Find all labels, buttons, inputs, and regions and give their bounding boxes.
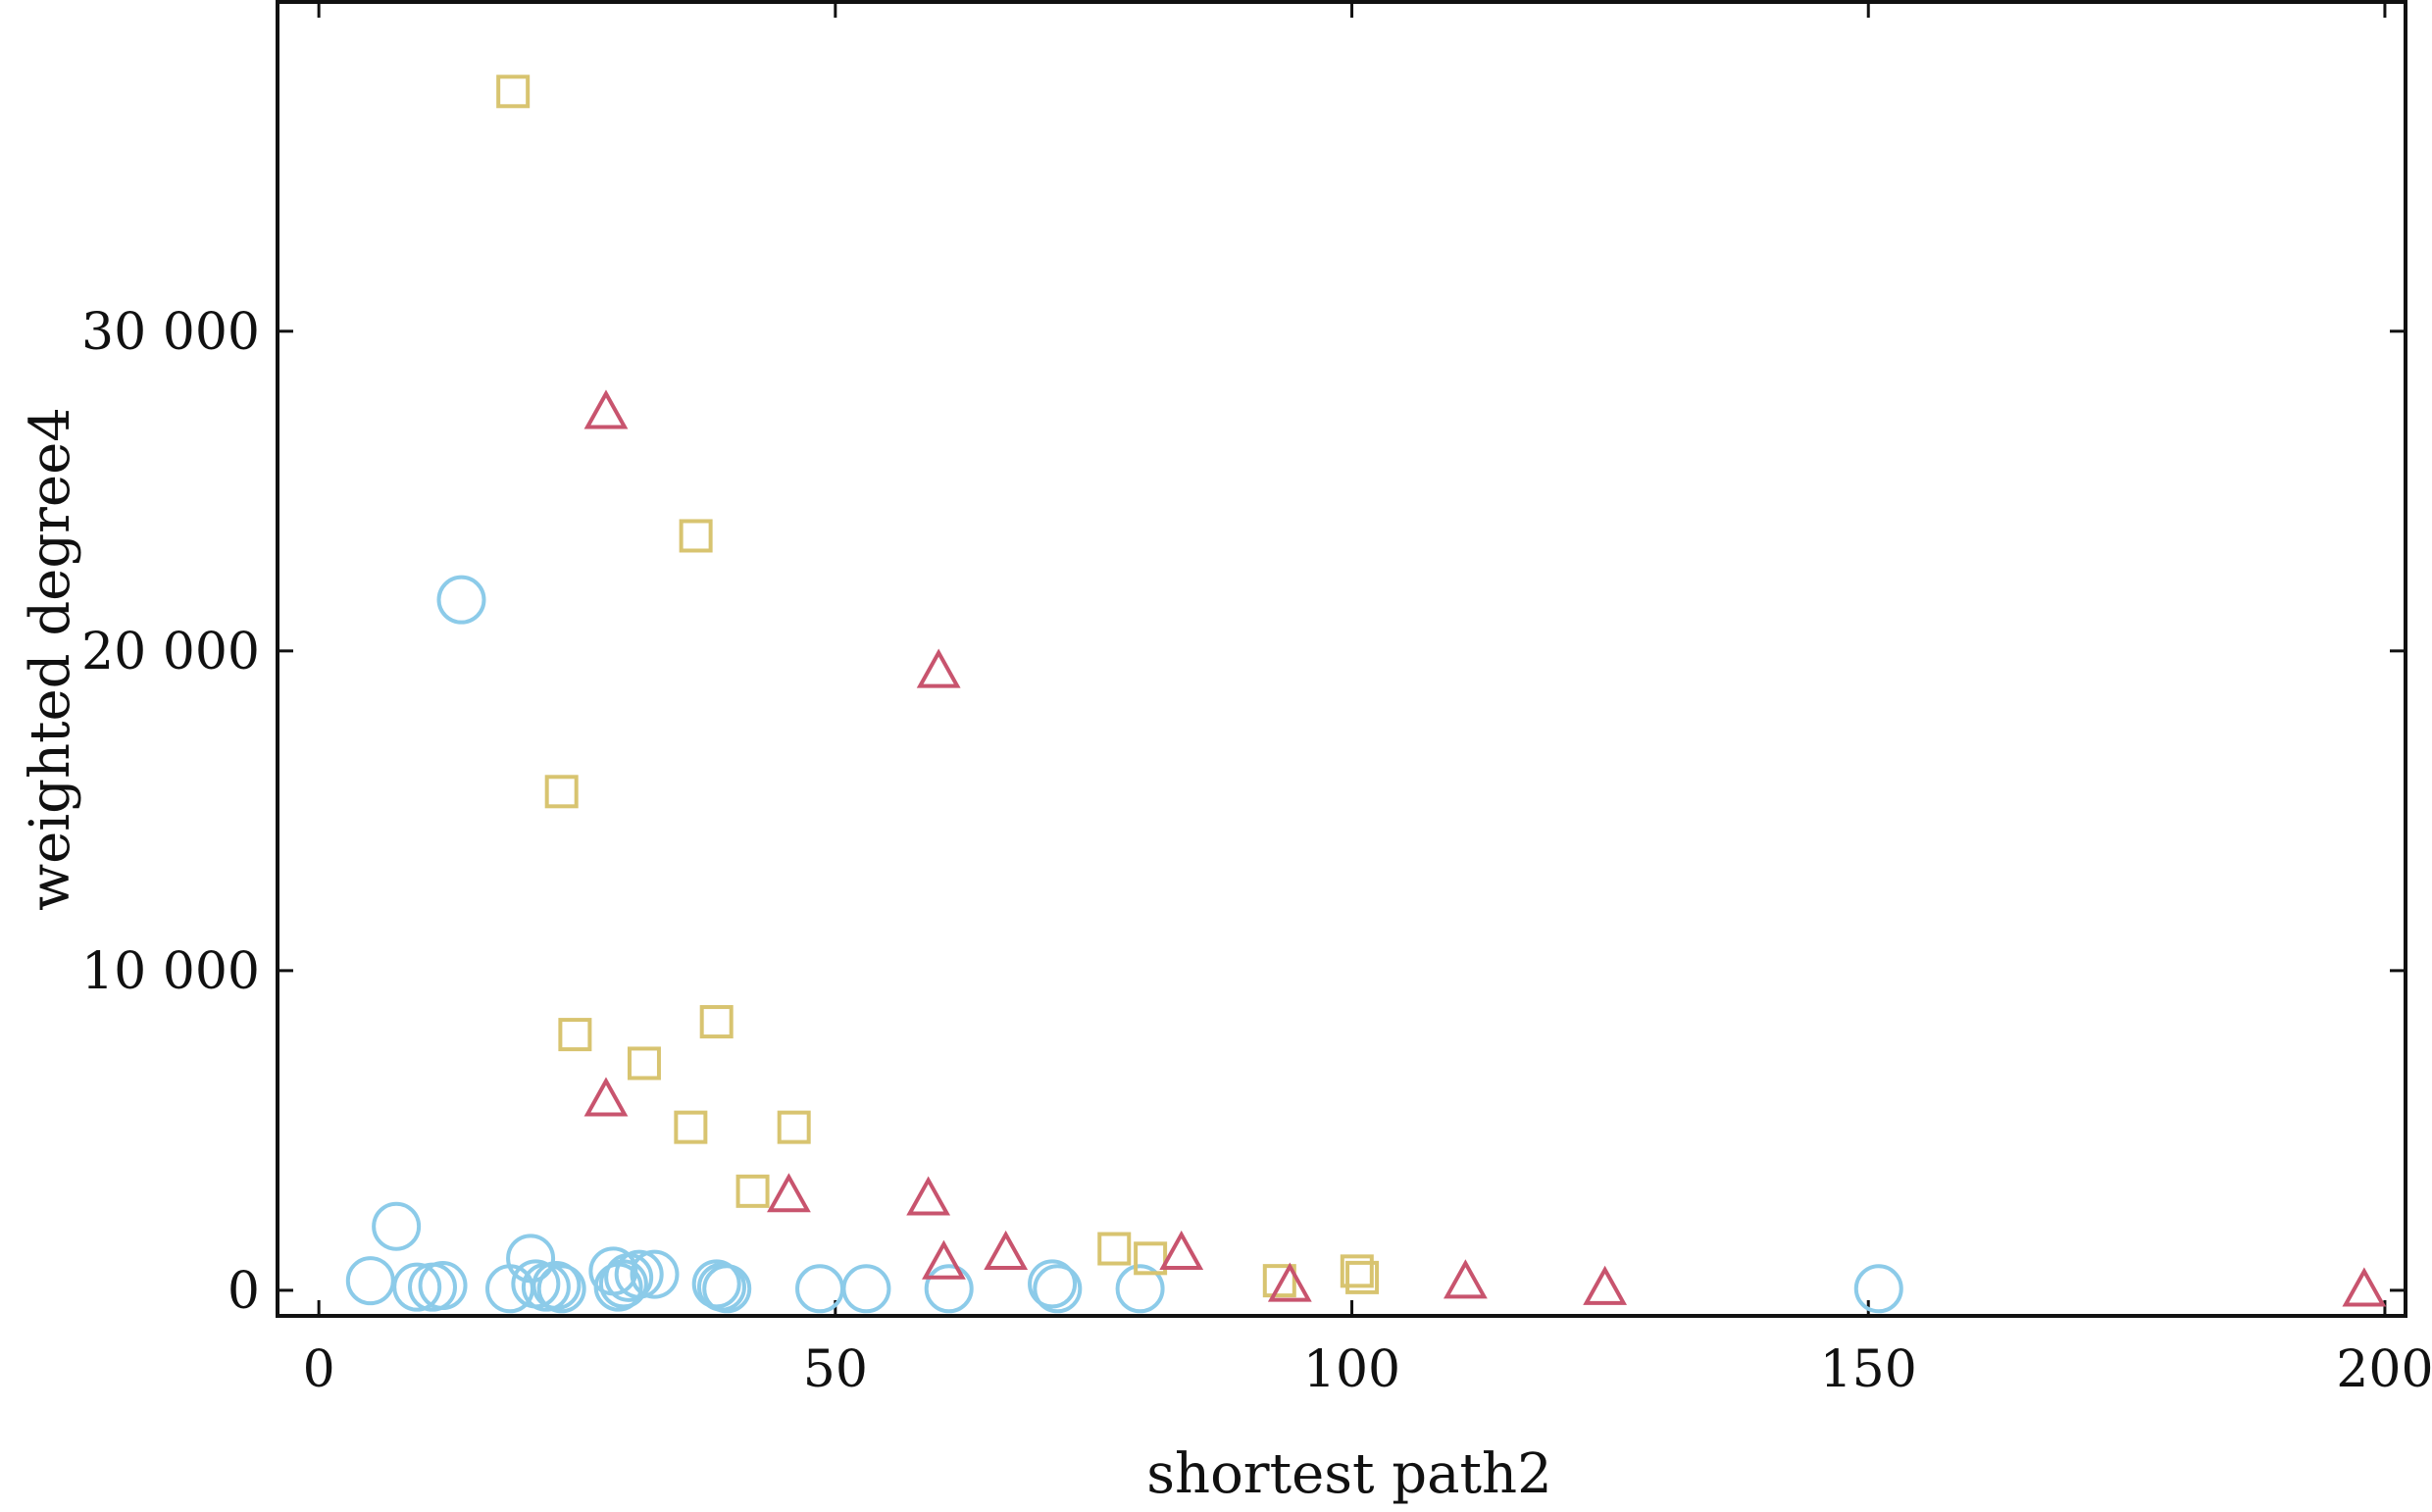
circle-point-24 [1028,1259,1078,1309]
square-point-1 [544,775,579,809]
circle-point-2 [392,1262,442,1312]
x-tick-label-1: 50 [803,1340,868,1399]
circle-point-27 [1853,1264,1903,1314]
circle-point-14 [598,1259,648,1309]
triangle-point-7 [1159,1230,1204,1270]
triangle-point-3 [906,1176,951,1216]
square-point-8 [777,1110,811,1144]
circle-point-5 [436,575,486,625]
circle-point-25 [1033,1264,1083,1314]
circle-point-0 [345,1256,395,1306]
circle-point-17 [630,1249,680,1299]
circle-point-20 [702,1264,752,1314]
square-point-6 [699,1005,734,1039]
circle-point-23 [924,1264,974,1314]
x-tick-label-3: 150 [1820,1340,1917,1399]
triangle-point-9 [1443,1259,1488,1299]
square-point-2 [558,1018,592,1052]
square-point-10 [1134,1241,1168,1276]
square-point-9 [1097,1232,1132,1266]
square-point-12 [1340,1254,1374,1288]
x-tick-label-4: 200 [2336,1340,2432,1399]
y-axis-label: weighted degree4 [19,407,82,911]
x-axis-label: shortest path2 [1146,1442,1551,1506]
y-tick-label-0: 0 [228,1262,260,1321]
series-circles [345,575,1903,1314]
square-point-4 [674,1110,708,1144]
triangle-point-6 [984,1230,1029,1270]
x-tick-label-2: 100 [1303,1340,1400,1399]
triangle-point-0 [583,389,629,429]
circle-point-26 [1115,1264,1165,1314]
square-point-11 [1262,1264,1296,1298]
circle-point-16 [614,1249,664,1299]
circle-point-10 [532,1261,582,1311]
circle-point-22 [841,1264,891,1314]
triangle-point-10 [1583,1265,1628,1305]
circle-point-7 [506,1234,556,1284]
triangle-point-2 [767,1173,811,1213]
plot-frame [276,0,2407,1318]
y-tick-label-2: 20 000 [81,623,260,681]
circle-point-18 [691,1259,741,1309]
square-point-0 [496,75,531,109]
triangle-point-4 [916,648,961,688]
triangle-point-1 [583,1077,629,1117]
triangle-point-5 [922,1239,966,1280]
series-squares [496,75,1380,1298]
circle-point-11 [536,1264,586,1314]
square-point-13 [1345,1260,1380,1294]
series-triangles [583,389,2387,1307]
square-point-5 [679,519,713,553]
circle-point-21 [795,1264,845,1314]
circle-point-1 [372,1201,422,1251]
square-point-7 [735,1174,770,1208]
square-point-3 [627,1046,661,1081]
y-tick-label-1: 10 000 [81,942,260,1001]
triangle-point-11 [2342,1267,2387,1307]
data-points [345,75,2387,1314]
axis-ticks [278,2,2406,1316]
x-tick-label-0: 0 [303,1340,335,1399]
triangle-point-8 [1267,1262,1312,1302]
circle-point-4 [418,1261,468,1311]
axis-tick-labels: 0 50 100 150 200 0 10 000 20 000 30 000 [81,303,2432,1399]
y-tick-label-3: 30 000 [81,303,260,362]
